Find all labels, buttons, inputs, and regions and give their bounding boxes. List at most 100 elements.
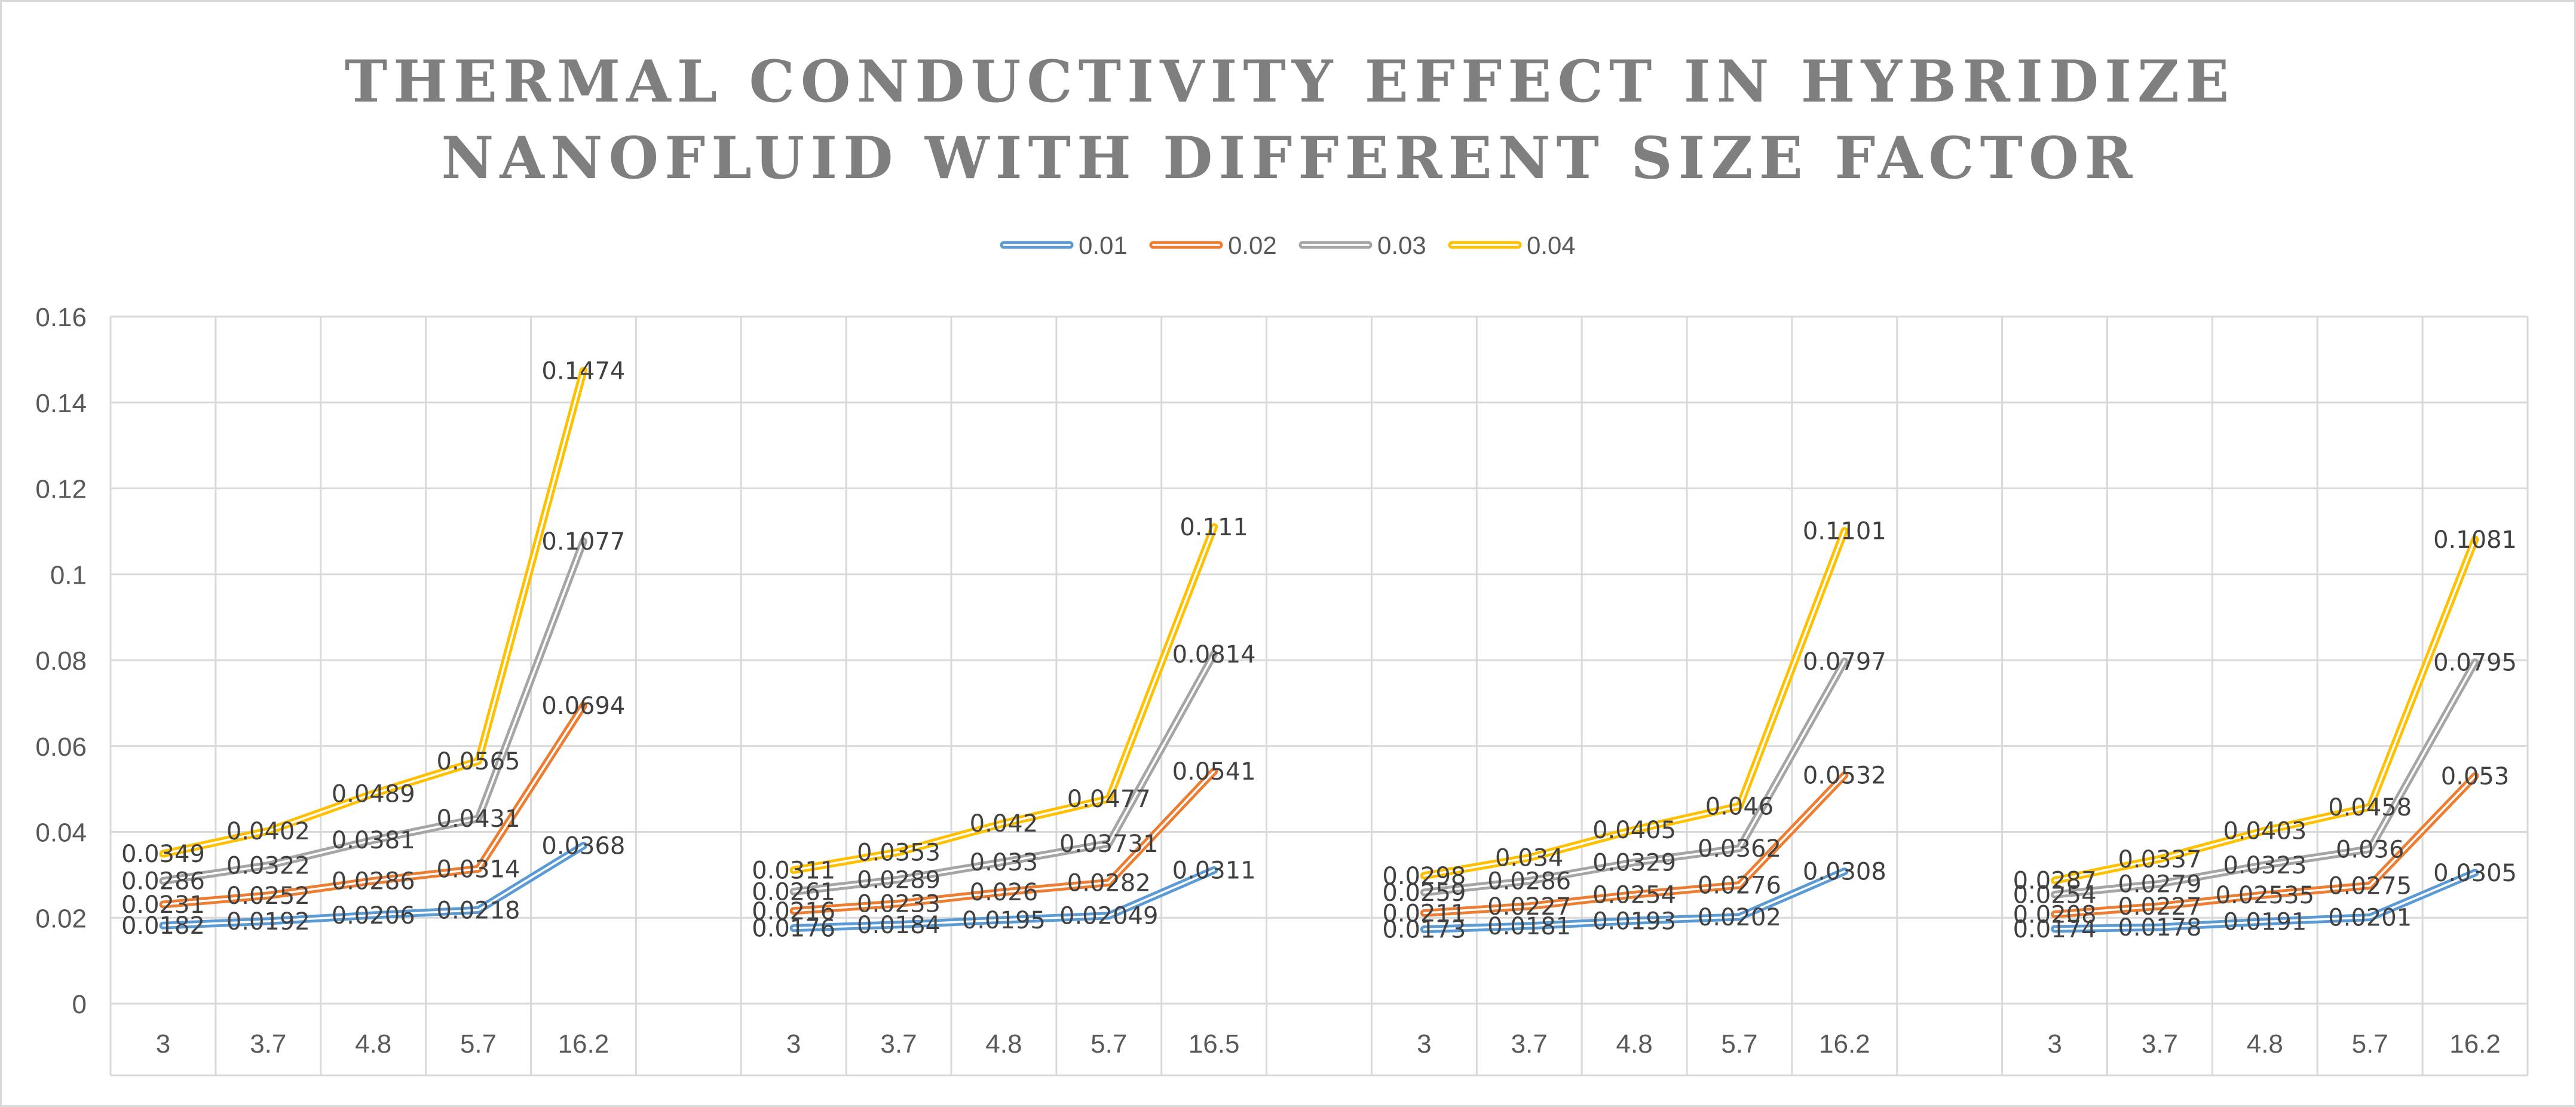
data-label: 0.0206 <box>332 902 415 930</box>
data-label: 0.0282 <box>1067 869 1151 897</box>
x-tick-label: 3.7 <box>1511 1029 1548 1059</box>
data-label: 0.0227 <box>2118 893 2201 921</box>
data-label: 0.0233 <box>857 891 941 918</box>
data-label: 0.0311 <box>752 857 835 884</box>
data-label: 0.0193 <box>1592 907 1676 935</box>
x-tick-label: 5.7 <box>2352 1029 2388 1059</box>
data-label: 0.0797 <box>1803 648 1886 676</box>
series-0.03-line-core <box>792 653 1215 893</box>
series-0.01-line-core <box>162 844 585 927</box>
data-label: 0.0405 <box>1592 817 1676 844</box>
data-label: 0.0227 <box>1487 893 1571 921</box>
data-label: 0.0208 <box>2013 901 2097 929</box>
data-label: 0.0275 <box>2328 872 2412 900</box>
y-tick-label: 0.04 <box>35 818 87 848</box>
data-label: 0.0402 <box>226 818 310 845</box>
legend-label-0.04: 0.04 <box>1527 231 1576 259</box>
data-label: 0.0181 <box>1487 913 1571 940</box>
data-label: 0.0329 <box>1592 850 1676 877</box>
series-0.01-line-core <box>2053 872 2476 930</box>
data-label: 0.0532 <box>1803 762 1886 790</box>
data-label: 0.0308 <box>1803 858 1886 886</box>
x-tick-label: 5.7 <box>460 1029 497 1059</box>
y-tick-label: 0.08 <box>35 646 87 676</box>
data-label: 0.0252 <box>226 882 310 910</box>
data-label: 0.053 <box>2441 763 2510 790</box>
x-tick-label: 3 <box>1417 1029 1431 1059</box>
legend-label-0.02: 0.02 <box>1228 231 1277 259</box>
series-0.03-line-core <box>1423 660 1846 894</box>
x-tick-label: 16.2 <box>558 1029 609 1059</box>
series-0.04-line-core <box>162 369 585 855</box>
x-tick-label: 3.7 <box>2142 1029 2178 1059</box>
x-tick-label: 5.7 <box>1091 1029 1127 1059</box>
data-label: 0.0211 <box>1382 900 1466 927</box>
x-tick-label: 4.8 <box>1616 1029 1653 1059</box>
x-tick-label: 16.5 <box>1189 1029 1240 1059</box>
series-0.01-line-core <box>792 869 1215 930</box>
data-label: 0.033 <box>970 849 1039 876</box>
data-label: 0.0231 <box>121 891 205 919</box>
data-label: 0.0381 <box>332 827 415 854</box>
x-tick-label: 4.8 <box>985 1029 1022 1059</box>
data-label: 0.046 <box>1705 793 1774 820</box>
data-label: 0.0287 <box>2013 867 2097 895</box>
chart-title-line-1: THERMAL CONDUCTIVITY EFFECT IN HYBRIDIZE <box>344 48 2235 115</box>
data-label: 0.03731 <box>1059 830 1158 858</box>
x-tick-label: 16.2 <box>2449 1029 2501 1059</box>
data-label: 0.0178 <box>2118 914 2201 942</box>
data-label: 0.0314 <box>437 855 520 883</box>
data-label: 0.0191 <box>2223 909 2307 936</box>
data-label: 0.0368 <box>541 833 625 860</box>
data-label: 0.0195 <box>962 907 1046 934</box>
data-label: 0.0286 <box>121 867 205 895</box>
series-0.01-line-core <box>1423 870 1846 931</box>
y-tick-label: 0.06 <box>35 732 87 762</box>
x-tick-label: 5.7 <box>1721 1029 1757 1059</box>
data-label: 0.0176 <box>752 915 835 943</box>
data-label: 0.0173 <box>1382 916 1466 944</box>
data-label: 0.0337 <box>2118 846 2201 873</box>
data-label: 0.0202 <box>1698 904 1781 931</box>
series-0.02-line-core <box>2053 775 2476 916</box>
data-label: 0.0795 <box>2433 649 2517 677</box>
data-label: 0.026 <box>970 879 1039 906</box>
data-label: 0.02049 <box>1059 903 1158 930</box>
data-label: 0.0216 <box>752 898 835 925</box>
y-tick-label: 0.14 <box>35 389 87 418</box>
series-0.04-line-core <box>1423 529 1846 877</box>
data-label: 0.0259 <box>1382 879 1466 907</box>
data-label: 0.0286 <box>332 867 415 895</box>
data-label: 0.0458 <box>2328 794 2412 821</box>
data-label: 0.0362 <box>1698 835 1781 863</box>
x-tick-label: 4.8 <box>355 1029 391 1059</box>
x-tick-label: 3 <box>786 1029 801 1059</box>
data-label: 0.0279 <box>2118 870 2201 898</box>
y-tick-label: 0.02 <box>35 904 87 933</box>
data-label: 0.0254 <box>2013 881 2097 909</box>
data-label: 0.0349 <box>121 841 205 868</box>
chart-title-line-2: NANOFLUID WITH DIFFERENT SIZE FACTOR <box>441 124 2139 192</box>
x-tick-label: 3.7 <box>250 1029 286 1059</box>
chart-title: THERMAL CONDUCTIVITY EFFECT IN HYBRIDIZE… <box>2 44 2576 197</box>
legend-label-0.01: 0.01 <box>1079 231 1128 259</box>
series-0.02-line-core <box>792 770 1215 912</box>
data-label: 0.1474 <box>541 358 625 385</box>
data-label: 0.0694 <box>541 692 625 720</box>
x-tick-label: 3 <box>156 1029 170 1059</box>
data-label: 0.0254 <box>1592 881 1676 909</box>
data-label: 0.0276 <box>1698 872 1781 900</box>
data-label: 0.0565 <box>437 748 520 775</box>
data-label: 0.036 <box>2336 836 2405 863</box>
series-0.03-line-core <box>162 540 585 882</box>
data-label: 0.0192 <box>226 908 310 936</box>
data-label: 0.0305 <box>2433 860 2517 887</box>
x-tick-label: 3.7 <box>880 1029 917 1059</box>
data-label: 0.0174 <box>2013 916 2097 943</box>
series-0.02-line-core <box>162 704 585 906</box>
data-label: 0.0289 <box>857 866 941 894</box>
data-label: 0.0431 <box>437 805 520 833</box>
data-label: 0.0323 <box>2223 852 2307 879</box>
data-label: 0.042 <box>970 810 1039 838</box>
data-label: 0.0184 <box>857 912 941 939</box>
